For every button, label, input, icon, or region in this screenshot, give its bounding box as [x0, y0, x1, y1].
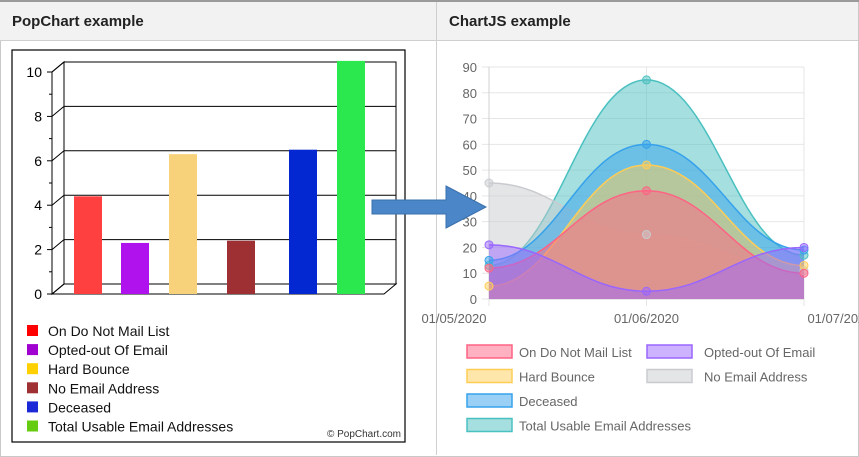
legend-label: On Do Not Mail List — [48, 323, 169, 339]
bar — [169, 154, 197, 294]
legend-label: Total Usable Email Addresses — [519, 419, 691, 434]
y-tick-label: 30 — [463, 215, 477, 230]
data-point — [642, 75, 651, 85]
y-tick-label: 80 — [463, 86, 477, 101]
legend-swatch — [27, 420, 38, 432]
gridline — [51, 283, 396, 295]
watermark: © PopChart.com — [327, 429, 401, 440]
legend-label: Deceased — [519, 394, 578, 409]
data-point — [642, 286, 651, 296]
legend-swatch — [27, 325, 38, 336]
legend-swatch — [27, 344, 38, 356]
legend-label: No Email Address — [704, 370, 808, 385]
legend-swatch — [27, 382, 38, 394]
series-area — [489, 244, 804, 299]
y-tick-label: 10 — [26, 64, 42, 80]
left-panel-title: PopChart example — [12, 13, 144, 30]
y-tick-label: 20 — [463, 240, 477, 255]
top-border — [0, 0, 859, 2]
legend-swatch — [466, 393, 513, 408]
bar — [121, 242, 149, 294]
y-tick-label: 8 — [34, 108, 42, 124]
gridline — [51, 239, 396, 250]
y-tick-label: 10 — [463, 266, 477, 281]
gridline — [51, 61, 396, 73]
x-tick-label: 01/07/2020 — [807, 311, 859, 326]
gridline — [51, 105, 396, 117]
legend-swatch — [466, 344, 513, 359]
data-point — [642, 160, 651, 170]
arrow-icon — [371, 185, 488, 229]
right-panel-title: ChartJS example — [449, 13, 571, 30]
legend-swatch — [27, 363, 38, 375]
legend-swatch — [466, 368, 513, 384]
legend-label: Hard Bounce — [519, 370, 595, 385]
legend-swatch — [27, 401, 38, 413]
y-tick-label: 50 — [463, 163, 477, 178]
bar — [337, 60, 365, 295]
bar — [289, 149, 317, 294]
x-tick-label: 01/05/2020 — [421, 311, 486, 326]
y-tick-label: 70 — [463, 112, 477, 127]
bar — [74, 196, 102, 294]
right-panel-header: ChartJS example — [437, 2, 858, 41]
legend-label: Opted-out Of Email — [48, 342, 168, 358]
y-tick-label: 60 — [463, 137, 477, 152]
data-point — [642, 139, 651, 149]
data-point — [799, 242, 809, 252]
data-point — [484, 263, 494, 273]
bar — [227, 240, 255, 294]
popchart-bar-chart: 0 2 4 6 8 10 On Do Not Mail List Opted-out Of E… — [11, 49, 406, 443]
legend-label: Opted-out Of Email — [704, 345, 815, 360]
legend-label: Deceased — [48, 399, 111, 415]
data-point — [484, 178, 494, 188]
legend-swatch — [466, 417, 513, 433]
y-tick-label: 0 — [34, 286, 42, 302]
data-point — [484, 281, 494, 291]
left-panel-header: PopChart example — [0, 2, 436, 41]
gridline — [51, 194, 396, 206]
y-tick-label: 0 — [470, 292, 477, 307]
y-tick-label: 6 — [34, 153, 42, 169]
x-tick-label: 01/06/2020 — [614, 311, 679, 326]
legend-swatch — [646, 344, 693, 359]
legend-label: Hard Bounce — [48, 361, 130, 377]
y-tick-label: 4 — [34, 197, 42, 213]
data-point — [642, 186, 651, 196]
gridline — [51, 150, 396, 162]
legend-label: Total Usable Email Addresses — [48, 419, 233, 435]
legend-label: On Do Not Mail List — [519, 345, 632, 360]
panel-divider — [436, 2, 437, 455]
y-tick-label: 90 — [463, 60, 477, 75]
data-point — [484, 240, 494, 250]
data-point — [642, 230, 651, 240]
y-tick-label: 2 — [34, 242, 42, 258]
data-point — [799, 268, 809, 278]
legend-label: No Email Address — [48, 380, 159, 396]
legend-swatch — [646, 368, 693, 384]
